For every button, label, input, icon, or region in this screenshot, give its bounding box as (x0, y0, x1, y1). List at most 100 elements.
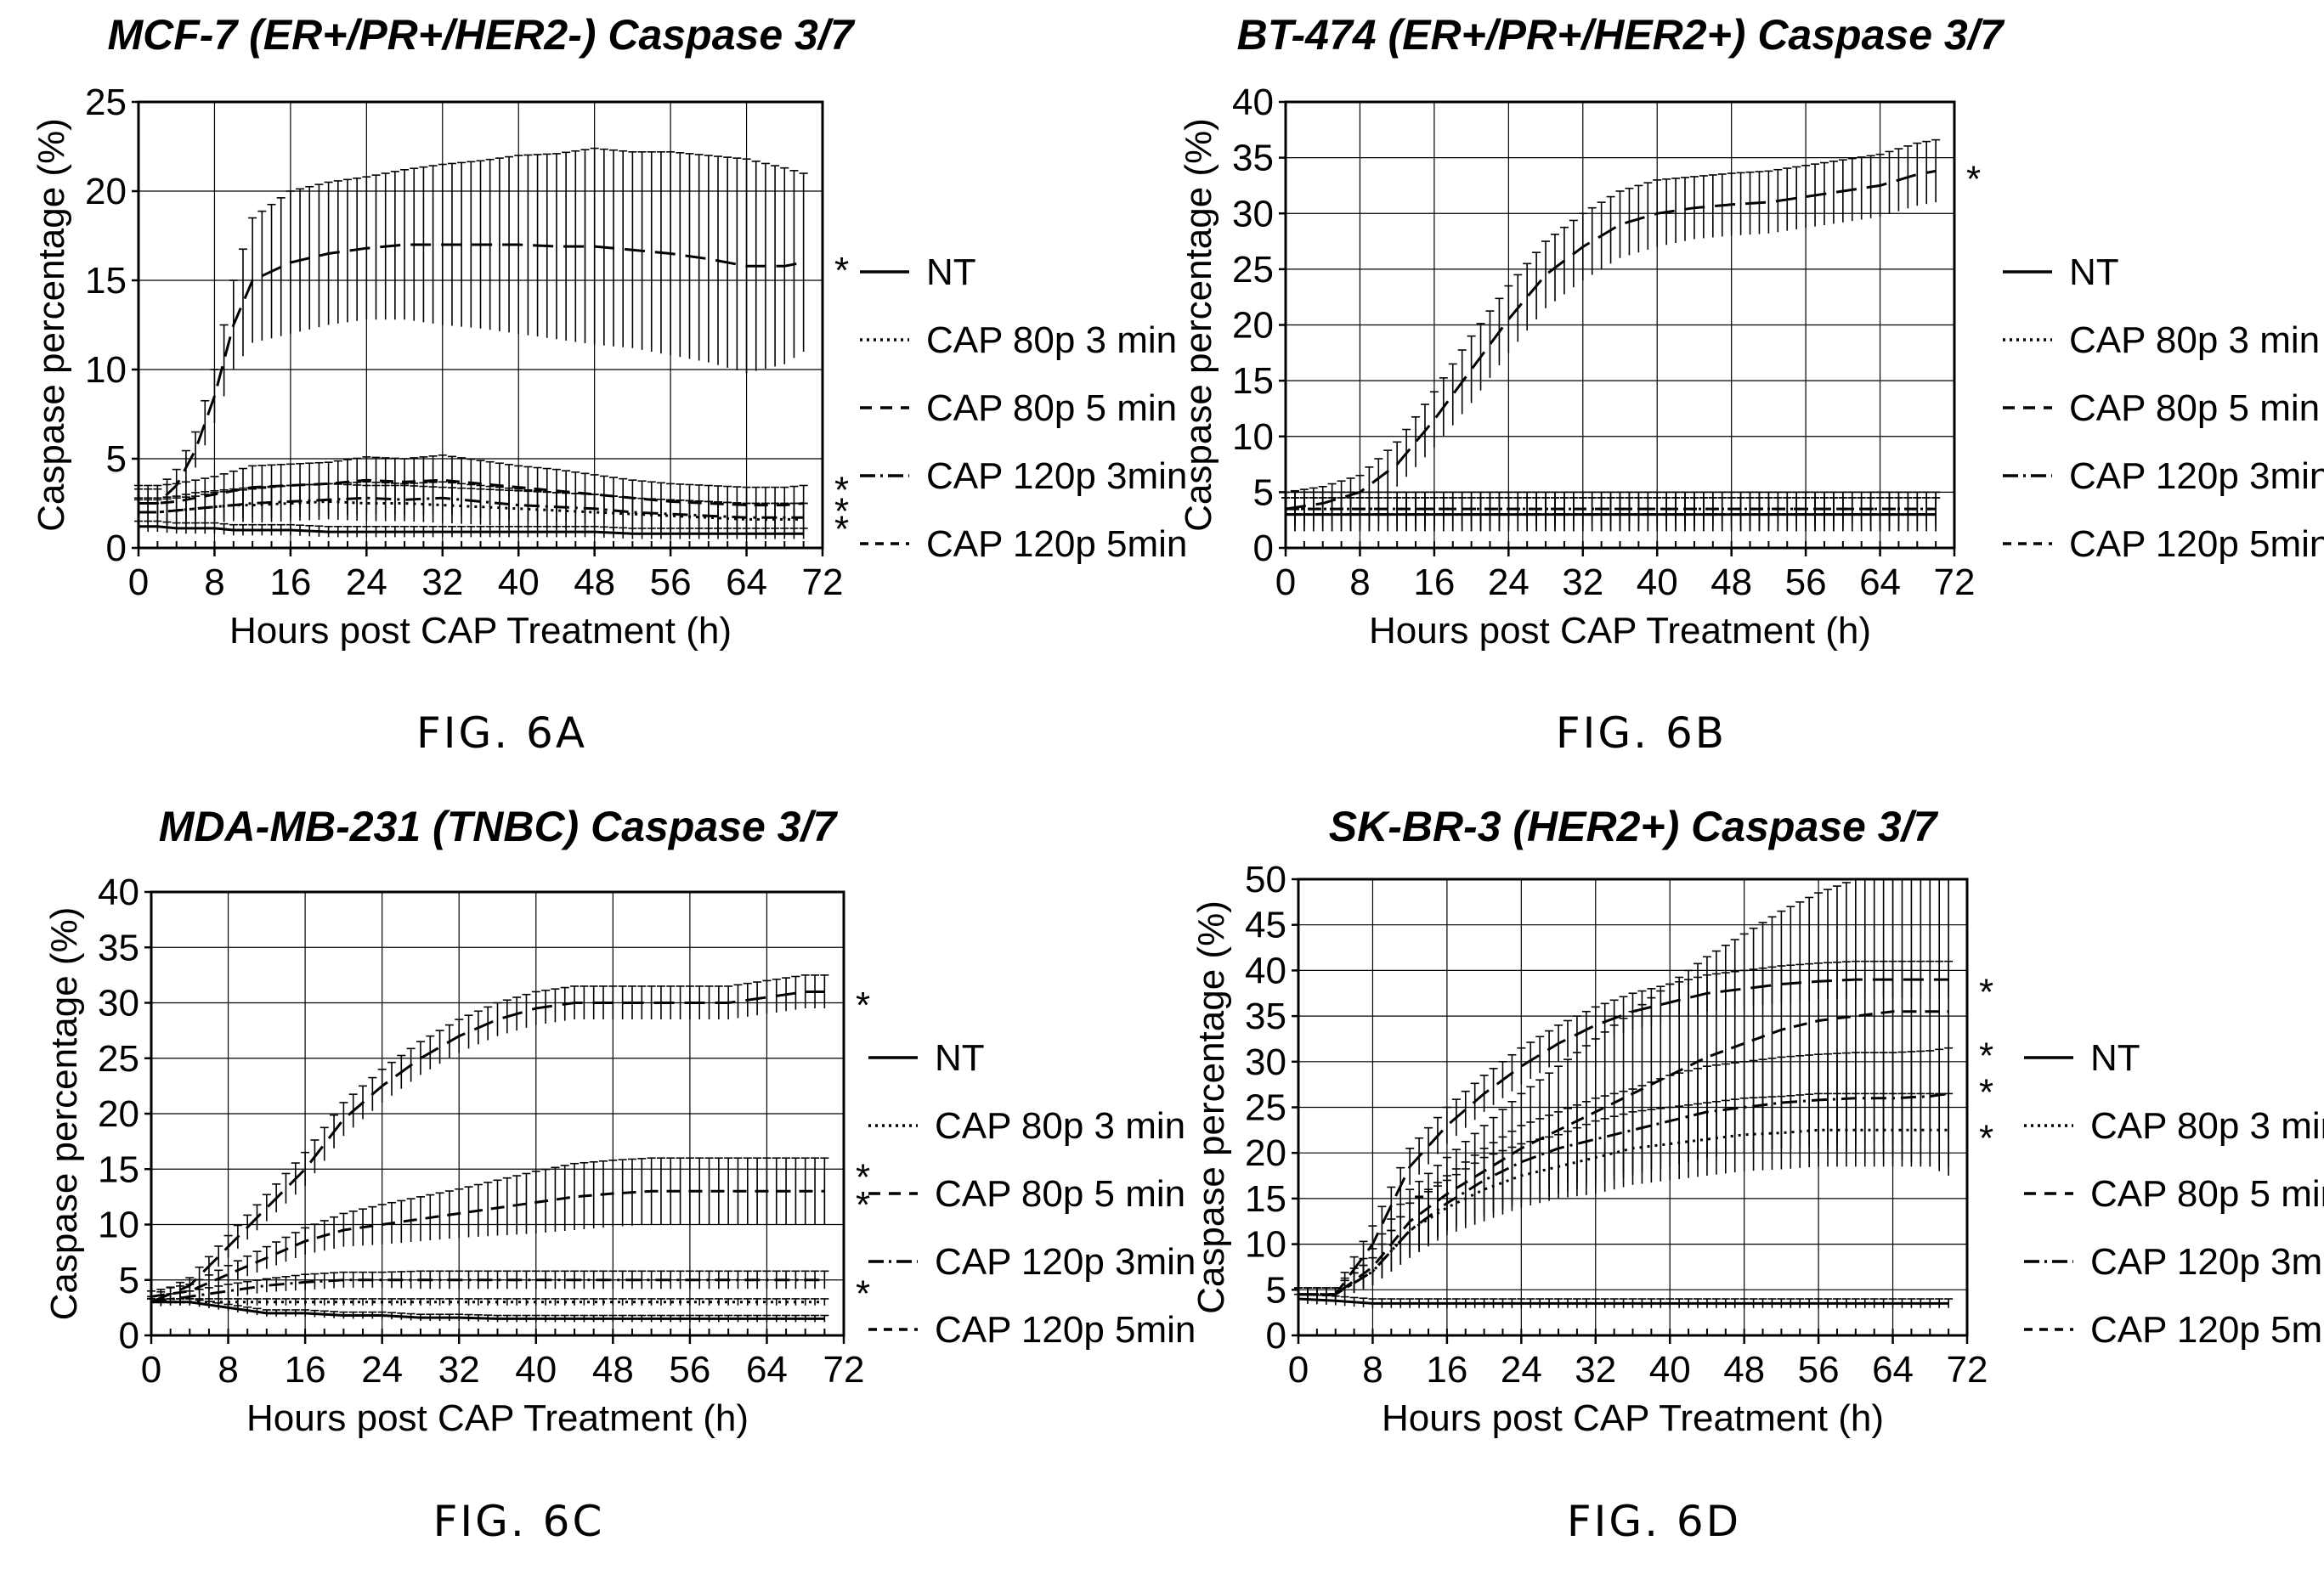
figure-caption: FIG. 6A (416, 708, 587, 758)
x-tick-label: 64 (1872, 1349, 1914, 1391)
legend: NT CAP 80p 3 min CAP 80p 5 min CAP 120p 3mi… (2024, 1037, 2324, 1351)
y-axis-label: Caspase percentage (%) (43, 907, 85, 1321)
x-tick-label: 8 (1349, 562, 1370, 603)
legend-entry: CAP 80p 3 min (2069, 319, 2320, 361)
y-tick-label: 10 (98, 1205, 139, 1246)
significance-star: * (1966, 158, 1981, 200)
series-line (139, 525, 804, 535)
y-tick-label: 25 (98, 1038, 139, 1080)
x-tick-label: 16 (1413, 562, 1455, 603)
x-axis-label: Hours post CAP Treatment (h) (1369, 610, 1871, 652)
significance-star: * (834, 250, 849, 291)
x-tick-label: 40 (1649, 1349, 1691, 1391)
y-tick-label: 35 (1245, 996, 1286, 1037)
figure-caption: FIG. 6B (1556, 708, 1727, 758)
x-tick-label: 56 (669, 1349, 710, 1391)
x-tick-label: 0 (1275, 562, 1296, 603)
series-1 (1294, 1293, 1954, 1308)
x-tick-label: 48 (1723, 1349, 1765, 1391)
legend-entry: CAP 120p 5min (2090, 1309, 2324, 1351)
x-axis-label: Hours post CAP Treatment (h) (246, 1397, 749, 1439)
series-line (150, 1189, 825, 1298)
y-tick-label: 5 (1266, 1269, 1286, 1311)
x-tick-label: 16 (1426, 1349, 1467, 1391)
series-line (150, 1278, 825, 1304)
x-tick-label: 16 (285, 1349, 326, 1391)
series-4 (147, 1270, 829, 1308)
x-tick-label: 56 (1785, 562, 1827, 603)
y-tick-label: 20 (85, 171, 127, 212)
x-tick-label: 16 (269, 562, 311, 603)
legend-entry: CAP 120p 3min (2069, 455, 2324, 497)
y-axis-label: Caspase percentage (%) (31, 118, 72, 532)
legend-entry: CAP 80p 3 min (926, 319, 1177, 361)
legend-entry: CAP 120p 3min (926, 455, 1187, 497)
significance-star: * (834, 469, 849, 511)
y-tick-label: 0 (106, 528, 127, 569)
significance-star: * (856, 1156, 870, 1198)
x-tick-label: 56 (650, 562, 692, 603)
legend-entry: CAP 80p 3 min (2090, 1105, 2324, 1147)
series-line (150, 991, 825, 1304)
y-tick-label: 15 (98, 1149, 139, 1190)
y-tick-label: 20 (1245, 1132, 1286, 1174)
x-tick-label: 48 (592, 1349, 634, 1391)
y-tick-label: 35 (1232, 138, 1274, 179)
legend-entry: NT (2090, 1037, 2140, 1079)
series-5 (147, 974, 829, 1308)
legend: NT CAP 80p 3 min CAP 80p 5 min CAP 120p 3mi… (2003, 251, 2324, 565)
y-tick-label: 5 (106, 438, 127, 480)
chart-panel-1: MCF-7 (ER+/PR+/HER2-) Caspase 3/7 0 8 16 24 3… (31, 11, 1187, 758)
legend-entry: CAP 120p 5min (926, 523, 1187, 565)
y-tick-label: 10 (85, 349, 127, 391)
legend: NT CAP 80p 3 min CAP 80p 5 min CAP 120p 3mi… (860, 251, 1187, 565)
legend-entry: NT (926, 251, 976, 293)
series-line (1298, 978, 1949, 1296)
legend-entry: CAP 120p 5min (2069, 523, 2324, 565)
chart-title: MCF-7 (ER+/PR+/HER2-) Caspase 3/7 (107, 11, 855, 59)
x-tick-label: 40 (1637, 562, 1678, 603)
series-5 (1294, 960, 1954, 1301)
x-tick-label: 72 (823, 1349, 865, 1391)
significance-star: * (1979, 1072, 1993, 1114)
y-tick-label: 30 (1232, 193, 1274, 234)
legend-entry: CAP 80p 5 min (2090, 1173, 2324, 1215)
chart-panel-4: SK-BR-3 (HER2+) Caspase 3/7 0 8 16 24 32 40 48 5… (1190, 803, 2324, 1546)
x-tick-label: 64 (1859, 562, 1901, 603)
x-tick-label: 24 (1501, 1349, 1542, 1391)
y-tick-label: 40 (98, 872, 139, 913)
x-tick-label: 8 (1362, 1349, 1383, 1391)
series-line (1285, 169, 1937, 511)
y-tick-label: 25 (85, 82, 127, 123)
y-tick-label: 35 (98, 927, 139, 968)
series-line (139, 496, 804, 519)
chart-panel-3: MDA-MB-231 (TNBC) Caspase 3/7 0 8 16 24 32 40 4… (43, 803, 1196, 1546)
y-tick-label: 0 (119, 1315, 139, 1357)
x-tick-label: 32 (1562, 562, 1603, 603)
x-tick-label: 0 (141, 1349, 161, 1391)
legend-entry: CAP 80p 5 min (2069, 387, 2320, 429)
chart-title: BT-474 (ER+/PR+/HER2+) Caspase 3/7 (1237, 11, 2005, 59)
y-tick-label: 20 (1232, 305, 1274, 347)
legend-entry: NT (935, 1037, 985, 1079)
x-tick-label: 40 (498, 562, 540, 603)
significance-star: * (1979, 1036, 1993, 1077)
significance-star: * (856, 985, 870, 1026)
series-4 (1281, 497, 1941, 532)
legend-entry: CAP 80p 5 min (926, 387, 1177, 429)
legend-entry: CAP 80p 5 min (935, 1173, 1185, 1215)
chart-title: MDA-MB-231 (TNBC) Caspase 3/7 (159, 803, 839, 850)
x-tick-label: 40 (515, 1349, 557, 1391)
x-tick-label: 72 (1934, 562, 1976, 603)
series-line (1298, 1297, 1949, 1305)
y-tick-label: 0 (1253, 528, 1274, 569)
series-line (151, 1301, 825, 1320)
significance-star: * (1979, 972, 1993, 1013)
x-tick-label: 56 (1798, 1349, 1840, 1391)
y-tick-label: 15 (1232, 360, 1274, 402)
legend-entry: CAP 120p 3min (2090, 1241, 2324, 1283)
y-tick-label: 0 (1266, 1315, 1286, 1357)
x-tick-label: 8 (218, 1349, 238, 1391)
significance-star: * (856, 1273, 870, 1314)
significance-star: * (834, 509, 849, 550)
